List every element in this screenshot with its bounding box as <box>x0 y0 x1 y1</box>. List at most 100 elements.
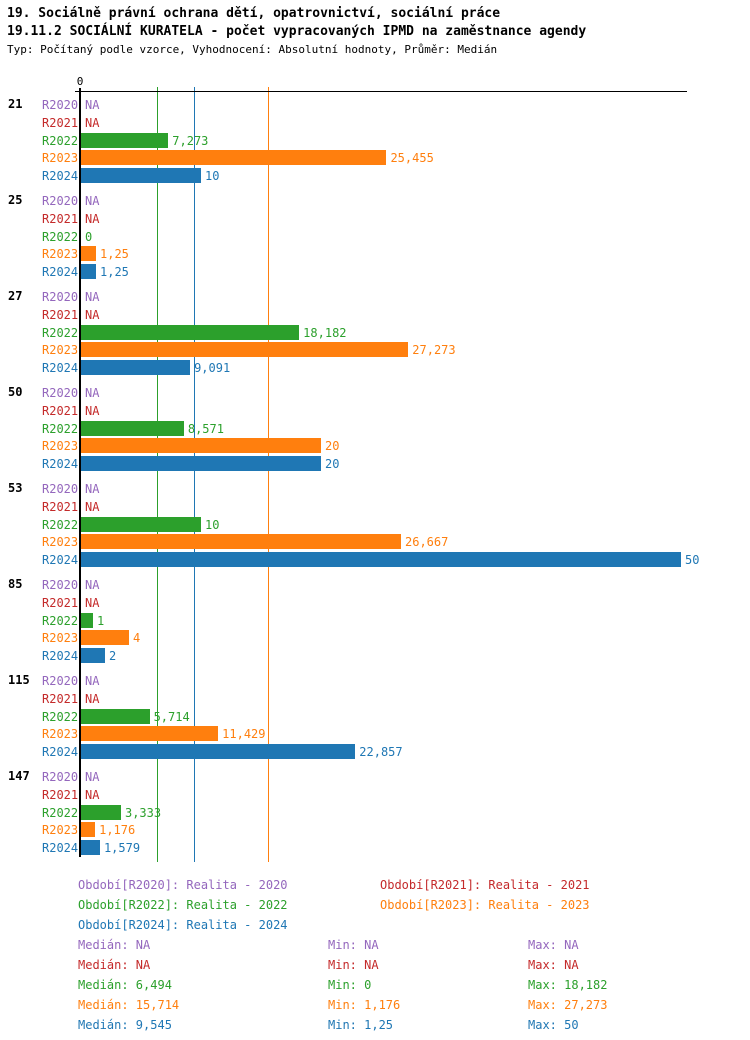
bar-value-label: NA <box>85 386 100 400</box>
bar-r2023 <box>81 438 321 454</box>
chart-title: 19.11.2 SOCIÁLNÍ KURATELA - počet vyprac… <box>7 24 587 39</box>
stat-median-r2022: Medián: 6,494 <box>78 978 172 992</box>
stat-min-r2022: Min: 0 <box>328 978 372 992</box>
y-axis-line <box>79 88 81 857</box>
bar-r2024 <box>81 168 201 184</box>
legend-item-r2024: Období[R2024]: Realita - 2024 <box>78 918 288 932</box>
bar-r2022 <box>81 516 201 532</box>
bar-value-label: NA <box>85 115 100 130</box>
bar-r2022 <box>81 708 150 724</box>
bar-value-label: 3,333 <box>124 805 162 820</box>
bar-value-label: NA <box>85 307 100 322</box>
median-gridline-r2022 <box>157 87 159 862</box>
series-label: R2023 <box>42 727 79 742</box>
bar-r2022 <box>81 612 93 628</box>
bar-r2023 <box>81 822 96 838</box>
bar-value-label: 27,273 <box>412 343 456 358</box>
group-label: 21 <box>8 97 23 111</box>
bar-value-label: 8,571 <box>187 421 224 436</box>
series-label: R2020 <box>42 578 79 592</box>
bar-value-label: NA <box>85 578 100 592</box>
bar-r2024 <box>81 264 96 280</box>
series-label: R2021 <box>42 787 79 802</box>
bar-value-label: NA <box>85 691 100 706</box>
series-label: R2021 <box>42 691 79 706</box>
stat-max-r2023: Max: 27,273 <box>528 998 608 1012</box>
bar-r2023 <box>81 150 387 166</box>
bar-value-label: NA <box>85 482 100 496</box>
bar-value-label: NA <box>85 595 100 610</box>
series-label: R2022 <box>42 325 79 340</box>
bar-value-label: 22,857 <box>359 745 403 760</box>
series-label: R2024 <box>42 841 79 856</box>
bar-r2022 <box>81 132 169 148</box>
group-label: 53 <box>8 481 23 495</box>
bar-value-label: NA <box>85 787 100 802</box>
bar-r2024 <box>81 744 356 760</box>
bar-value-label: 1,25 <box>100 247 129 262</box>
bar-value-label: 10 <box>205 517 220 532</box>
stat-max-r2022: Max: 18,182 <box>528 978 608 992</box>
bar-value-label: 1,25 <box>100 265 129 280</box>
stat-min-r2024: Min: 1,25 <box>328 1018 394 1032</box>
bar-value-label: 20 <box>325 457 340 472</box>
bar-r2022 <box>81 804 121 820</box>
bar-r2023 <box>81 246 96 262</box>
series-label: R2022 <box>42 613 79 628</box>
series-label: R2023 <box>42 823 79 838</box>
bar-value-label: NA <box>85 98 100 112</box>
series-label: R2024 <box>42 553 79 568</box>
stat-median-r2024: Medián: 9,545 <box>78 1018 172 1032</box>
bar-value-label: NA <box>85 290 100 304</box>
bar-value-label: 10 <box>205 169 220 184</box>
series-label: R2020 <box>42 770 79 784</box>
bar-value-label: NA <box>85 194 100 208</box>
bar-value-label: 5,714 <box>153 709 190 724</box>
stat-median-r2020: Medián: NA <box>78 938 151 952</box>
median-gridline-r2024 <box>194 87 196 862</box>
bar-r2022 <box>81 420 184 436</box>
series-label: R2024 <box>42 361 79 376</box>
group-label: 25 <box>8 193 23 207</box>
bar-value-label: 1,176 <box>99 823 136 838</box>
bar-r2024 <box>81 648 105 664</box>
series-label: R2023 <box>42 631 79 646</box>
series-label: R2020 <box>42 194 79 208</box>
group-label: 27 <box>8 289 23 303</box>
series-label: R2024 <box>42 265 79 280</box>
legend-item-r2022: Období[R2022]: Realita - 2022 <box>78 898 288 912</box>
stat-median-r2021: Medián: NA <box>78 958 151 972</box>
bar-value-label: 4 <box>133 631 141 646</box>
series-label: R2021 <box>42 115 79 130</box>
series-label: R2024 <box>42 649 79 664</box>
series-label: R2022 <box>42 709 79 724</box>
series-label: R2022 <box>42 229 79 244</box>
bar-value-label: 11,429 <box>222 727 266 742</box>
series-label: R2021 <box>42 211 79 226</box>
bar-r2024 <box>81 360 191 376</box>
stat-median-r2023: Medián: 15,714 <box>78 998 180 1012</box>
chart-subtitle: Typ: Počítaný podle vzorce, Vyhodnocení:… <box>7 43 498 56</box>
bar-value-label: NA <box>85 770 100 784</box>
series-label: R2024 <box>42 745 79 760</box>
bar-r2022 <box>81 324 300 340</box>
bar-value-label: 2 <box>109 649 117 664</box>
bar-value-label: NA <box>85 674 100 688</box>
legend-item-r2020: Období[R2020]: Realita - 2020 <box>78 878 288 892</box>
legend-item-r2021: Období[R2021]: Realita - 2021 <box>380 878 590 892</box>
stat-min-r2023: Min: 1,176 <box>328 998 401 1012</box>
series-label: R2023 <box>42 535 79 550</box>
series-label: R2022 <box>42 133 79 148</box>
series-label: R2023 <box>42 247 79 262</box>
bar-value-label: 20 <box>325 439 340 454</box>
bar-r2024 <box>81 456 321 472</box>
bar-r2023 <box>81 630 129 646</box>
series-label: R2024 <box>42 169 79 184</box>
series-label: R2022 <box>42 805 79 820</box>
x-axis-line <box>75 91 687 92</box>
series-label: R2021 <box>42 595 79 610</box>
group-label: 147 <box>8 769 30 783</box>
bar-r2023 <box>81 726 219 742</box>
bar-r2024 <box>81 840 100 856</box>
